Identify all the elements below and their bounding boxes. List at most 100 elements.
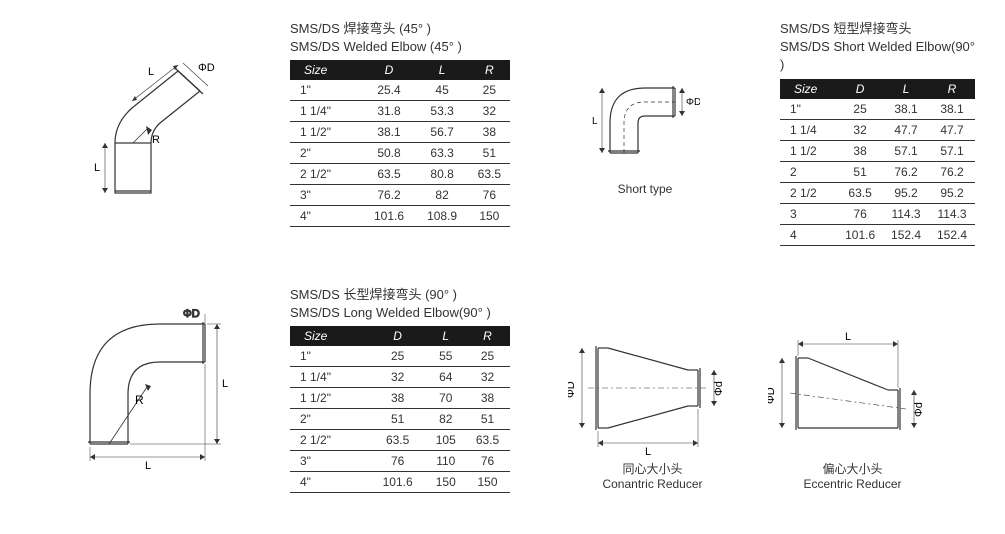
title-45-en: SMS/DS Welded Elbow (45° ) (290, 38, 510, 56)
table-row: 4"101.6150150 (290, 471, 510, 492)
table-cell: 32 (469, 101, 510, 122)
table-row: 3"76.28276 (290, 185, 510, 206)
table-cell: 76.2 (883, 161, 929, 182)
table-cell: 2 1/2" (290, 429, 369, 450)
label-ecc-d: Φd (913, 402, 925, 417)
table-cell: 47.7 (883, 119, 929, 140)
table-cell: 63.5 (469, 164, 510, 185)
diagram-eccentric: ΦD Φd L 偏心大小头 Eccentric Reducer (768, 328, 938, 493)
table-cell: 51 (465, 408, 510, 429)
table-cell: 25 (837, 99, 883, 120)
table-cell: 150 (427, 471, 466, 492)
table-cell: 76.2 (929, 161, 975, 182)
table-cell: 82 (416, 185, 469, 206)
label-long-R: R (135, 393, 144, 407)
table-cell: 114.3 (929, 203, 975, 224)
table-cell: 1" (290, 346, 369, 367)
diagram-concentric: ΦD Φd L 同心大小头 Conantric Reducer (568, 328, 738, 493)
table-cell: 51 (837, 161, 883, 182)
table-cell: 82 (427, 408, 466, 429)
label-long-D: ΦD (183, 308, 200, 320)
table-cell: 3 (780, 203, 837, 224)
label-ecc-D: ΦD (768, 387, 777, 404)
table-cell: 110 (427, 450, 466, 471)
section-long: SMS/DS 长型焊接弯头 (90° ) SMS/DS Long Welded … (290, 256, 510, 493)
table-cell: 53.3 (416, 101, 469, 122)
table-col-header: D (369, 326, 427, 346)
table-cell: 38.1 (929, 99, 975, 120)
table-cell: 25 (369, 346, 427, 367)
diagram-45-elbow: L ΦD R L (30, 20, 270, 246)
svg-short-elbow: L ΦD (590, 68, 700, 178)
caption-con-zh: 同心大小头 (602, 462, 702, 478)
table-cell: 25 (465, 346, 510, 367)
table-row: 1 1/23857.157.1 (780, 140, 975, 161)
table-row: 3"7611076 (290, 450, 510, 471)
table-cell: 32 (369, 366, 427, 387)
label-D1: ΦD (198, 62, 215, 74)
table-long: SizeDLR 1"2555251 1/4"3264321 1/2"387038… (290, 326, 510, 493)
table-row: 376114.3114.3 (780, 203, 975, 224)
table-cell: 4 (780, 224, 837, 245)
table-cell: 101.6 (837, 224, 883, 245)
table-row: 1 1/43247.747.7 (780, 119, 975, 140)
table-cell: 2" (290, 408, 369, 429)
table-row: 4101.6152.4152.4 (780, 224, 975, 245)
table-row: 2 1/2"63.580.863.5 (290, 164, 510, 185)
table-cell: 150 (465, 471, 510, 492)
diagram-long-elbow: ΦD R L L (30, 256, 270, 493)
table-cell: 51 (469, 143, 510, 164)
table-cell: 32 (837, 119, 883, 140)
table-cell: 101.6 (362, 206, 415, 227)
table-cell: 76 (469, 185, 510, 206)
table-cell: 70 (427, 387, 466, 408)
table-col-header: Size (290, 60, 362, 80)
label-short-L: L (592, 116, 598, 127)
table-cell: 38.1 (883, 99, 929, 120)
table-cell: 38 (369, 387, 427, 408)
table-cell: 1 1/4" (290, 101, 362, 122)
table-cell: 63.5 (465, 429, 510, 450)
table-short-header: SizeDLR (780, 79, 975, 99)
table-cell: 1 1/4" (290, 366, 369, 387)
table-cell: 2" (290, 143, 362, 164)
table-cell: 45 (416, 80, 469, 101)
table-cell: 1 1/4 (780, 119, 837, 140)
caption-ecc-zh: 偏心大小头 (803, 462, 901, 478)
label-long-Lr: L (222, 378, 228, 390)
table-row: 1 1/4"31.853.332 (290, 101, 510, 122)
title-short-zh: SMS/DS 短型焊接弯头 (780, 20, 975, 38)
table-cell: 152.4 (883, 224, 929, 245)
table-cell: 1 1/2" (290, 387, 369, 408)
table-cell: 55 (427, 346, 466, 367)
table-cell: 63.5 (837, 182, 883, 203)
caption-con-en: Conantric Reducer (602, 477, 702, 493)
table-row: 2"50.863.351 (290, 143, 510, 164)
table-col-header: R (469, 60, 510, 80)
table-cell: 114.3 (883, 203, 929, 224)
title-long-en: SMS/DS Long Welded Elbow(90° ) (290, 304, 510, 322)
table-short: SizeDLR 1"2538.138.11 1/43247.747.71 1/2… (780, 79, 975, 246)
table-cell: 57.1 (929, 140, 975, 161)
section-short: SMS/DS 短型焊接弯头 SMS/DS Short Welded Elbow(… (780, 20, 975, 246)
table-cell: 101.6 (369, 471, 427, 492)
label-ecc-L: L (845, 331, 851, 343)
label-con-D: ΦD (568, 381, 577, 398)
caption-short: Short type (618, 182, 673, 198)
table-cell: 63.3 (416, 143, 469, 164)
table-cell: 25 (469, 80, 510, 101)
table-row: 1"2538.138.1 (780, 99, 975, 120)
table-cell: 2 (780, 161, 837, 182)
table-cell: 76.2 (362, 185, 415, 206)
table-col-header: Size (290, 326, 369, 346)
table-row: 2"518251 (290, 408, 510, 429)
table-long-body: 1"2555251 1/4"3264321 1/2"3870382"518251… (290, 346, 510, 493)
label-con-L: L (645, 446, 651, 458)
table-cell: 108.9 (416, 206, 469, 227)
label-short-D: ΦD (686, 97, 700, 108)
table-cell: 64 (427, 366, 466, 387)
table-cell: 38 (837, 140, 883, 161)
label-L1: L (148, 66, 154, 78)
table-cell: 38.1 (362, 122, 415, 143)
table-cell: 57.1 (883, 140, 929, 161)
